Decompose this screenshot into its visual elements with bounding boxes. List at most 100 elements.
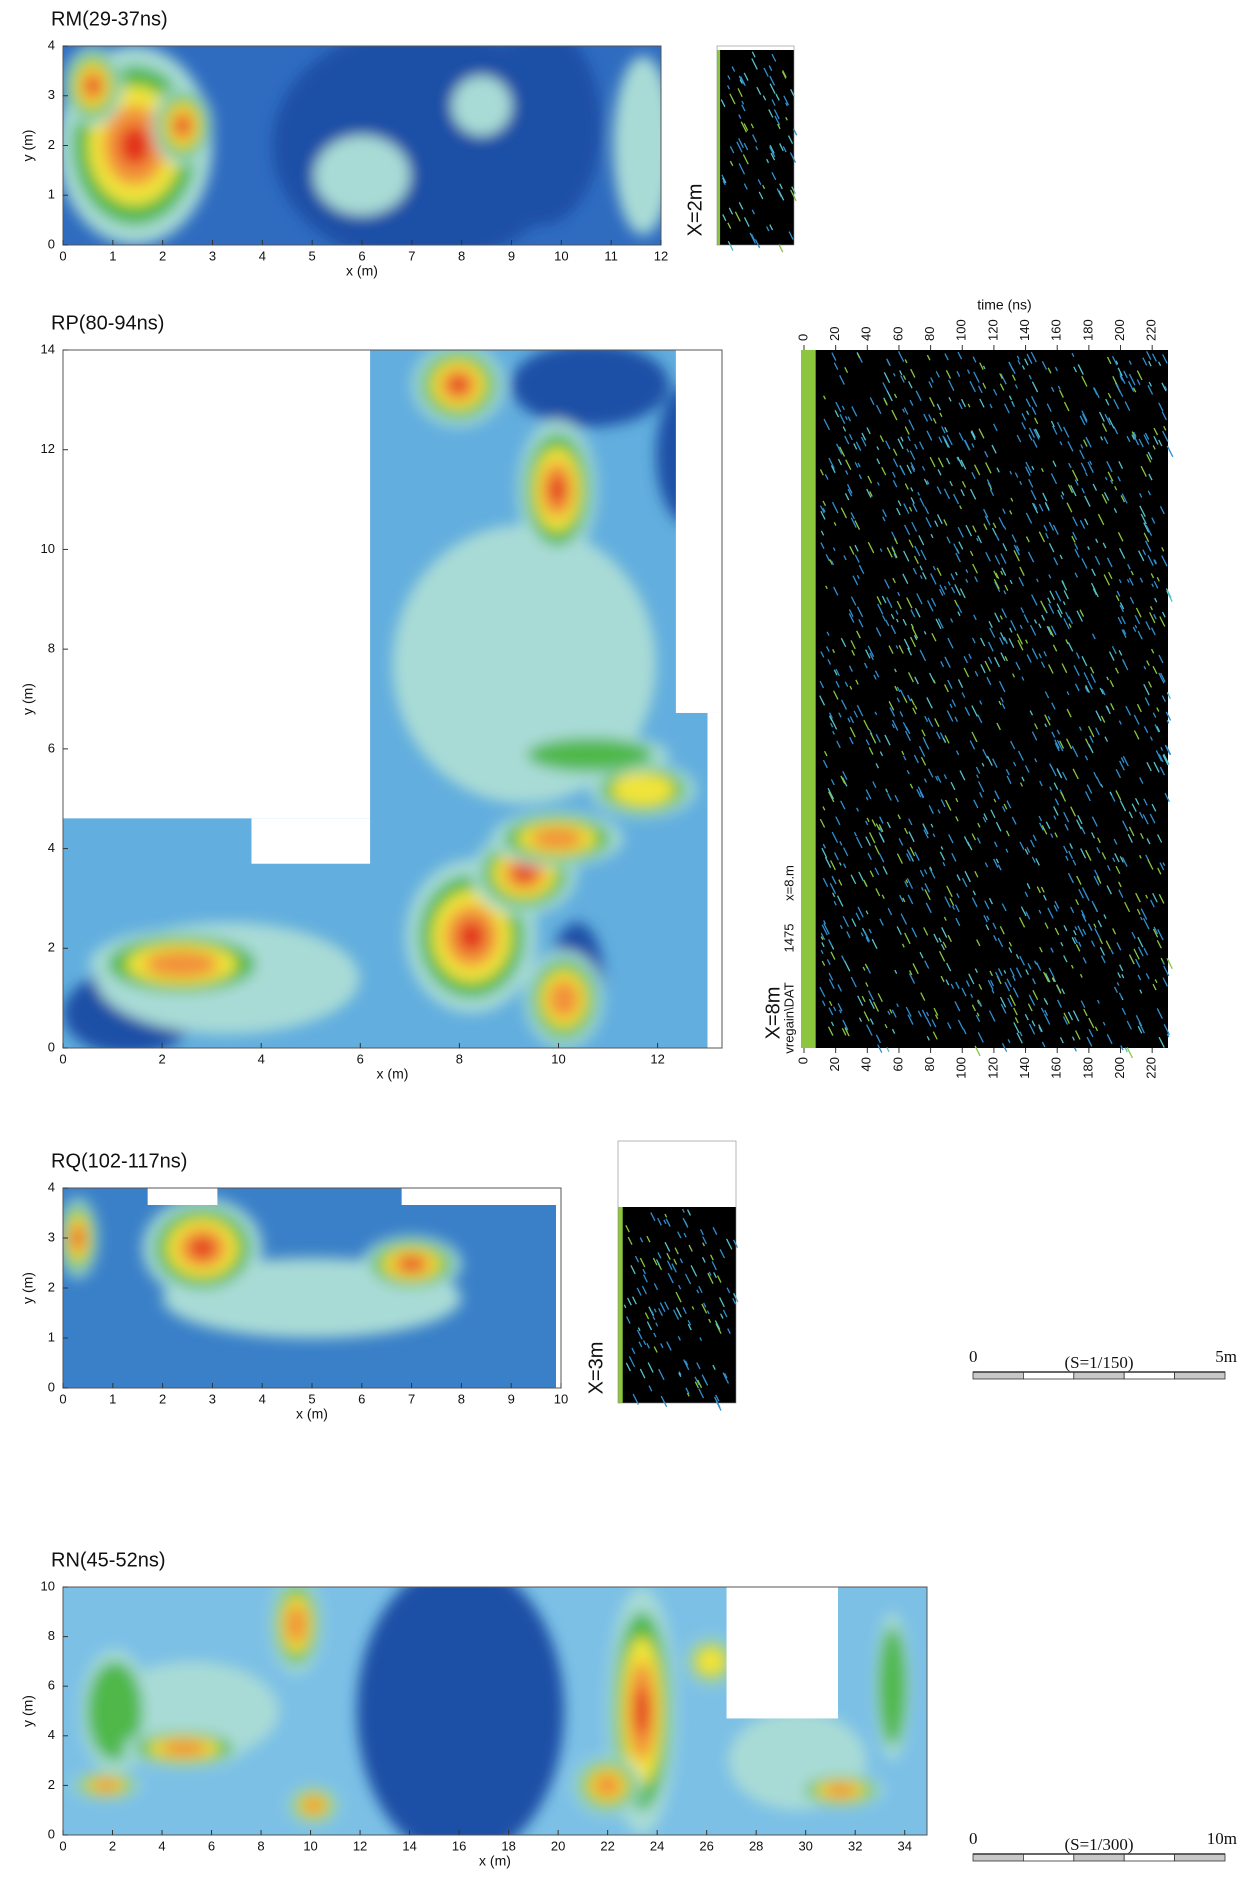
x-tick-label-top: 220 xyxy=(1144,319,1159,341)
x-tick-label-top: 60 xyxy=(890,327,905,341)
x-tick-label: 18 xyxy=(501,1838,515,1853)
scale-segment xyxy=(1023,1854,1073,1861)
x-tick-label-top: 140 xyxy=(1017,319,1032,341)
slice-label: X=2m xyxy=(684,184,706,237)
mild-zone xyxy=(452,76,512,136)
x-tick-label-top: 180 xyxy=(1080,319,1095,341)
x-tick-label: 10 xyxy=(554,1391,568,1406)
x-tick-label-bottom: 220 xyxy=(1144,1057,1159,1079)
x-tick-label-bottom: 120 xyxy=(985,1057,1000,1079)
anomaly xyxy=(635,1686,649,1736)
x-tick-label: 10 xyxy=(303,1838,317,1853)
panel-title: RP(80-94ns) xyxy=(51,312,164,334)
y-tick-label: 6 xyxy=(48,740,55,755)
x-tick-label-bottom: 0 xyxy=(795,1057,810,1064)
y-tick-label: 1 xyxy=(48,187,55,202)
x-tick-label-bottom: 80 xyxy=(922,1057,937,1071)
no-data xyxy=(63,350,370,818)
x-tick-label: 4 xyxy=(259,1391,266,1406)
radargram-panel: 0020204040606080801001001201201401401601… xyxy=(762,297,1172,1079)
x-tick-label: 14 xyxy=(402,1838,416,1853)
scale-segment xyxy=(1124,1854,1174,1861)
x-tick-label: 0 xyxy=(59,1391,66,1406)
x-tick-label: 4 xyxy=(258,1051,265,1066)
y-tick-label: 1 xyxy=(48,1329,55,1344)
scale-bar: 0(S=1/300)10m xyxy=(969,1829,1237,1861)
x-tick-label: 6 xyxy=(208,1838,215,1853)
y-tick-label: 4 xyxy=(48,1179,55,1194)
x-tick-label: 11 xyxy=(604,248,618,263)
heatmap-panel: 01234567891001234x (m)y (m) xyxy=(20,1179,569,1421)
reflection xyxy=(1127,1048,1132,1058)
x-tick-label: 10 xyxy=(554,248,568,263)
anomaly xyxy=(449,377,467,394)
x-tick-label: 1 xyxy=(109,248,116,263)
x-tick-label: 4 xyxy=(259,248,266,263)
no-data xyxy=(708,713,722,1048)
x-tick-label: 2 xyxy=(109,1838,116,1853)
scale-end: 10m xyxy=(1207,1829,1237,1848)
x-tick-label: 28 xyxy=(749,1838,763,1853)
y-tick-label: 0 xyxy=(48,1826,55,1841)
x-tick-label-bottom: 160 xyxy=(1049,1057,1064,1079)
x-tick-label-bottom: 40 xyxy=(859,1057,874,1071)
slice-label: X=3m xyxy=(585,1342,607,1395)
anomaly xyxy=(611,773,674,807)
annotation: 1475 xyxy=(781,924,796,953)
x-tick-label: 3 xyxy=(209,248,216,263)
x-tick-label: 30 xyxy=(798,1838,812,1853)
y-tick-label: 14 xyxy=(41,341,55,356)
x-tick-label: 7 xyxy=(408,248,415,263)
heatmap-panel: 012345678910111201234x (m)y (m) xyxy=(20,26,673,279)
x-tick-label-top: 40 xyxy=(859,327,874,341)
reflection xyxy=(1075,1048,1077,1052)
y-tick-label: 8 xyxy=(48,1628,55,1643)
scale-segment xyxy=(1023,1372,1073,1379)
x-tick-label: 8 xyxy=(458,1391,465,1406)
y-tick-label: 6 xyxy=(48,1678,55,1693)
no-data xyxy=(556,1188,561,1388)
x-tick-label-top: 100 xyxy=(954,319,969,341)
cold-zone xyxy=(357,1562,564,1860)
mild-zone xyxy=(314,136,410,216)
y-axis-label: y (m) xyxy=(20,1695,36,1727)
x-tick-label: 22 xyxy=(600,1838,614,1853)
y-axis-label: y (m) xyxy=(20,130,36,162)
no-data xyxy=(251,818,370,863)
y-tick-label: 0 xyxy=(48,236,55,251)
anomaly xyxy=(593,1773,621,1797)
heatmap-image xyxy=(57,26,673,265)
x-tick-label-top: 200 xyxy=(1112,319,1127,341)
scale-segment xyxy=(973,1372,1023,1379)
x-tick-label: 10 xyxy=(551,1051,565,1066)
y-tick-label: 2 xyxy=(48,940,55,955)
anomaly xyxy=(92,1779,120,1791)
x-tick-label-bottom: 20 xyxy=(827,1057,842,1071)
y-axis-label: y (m) xyxy=(20,683,36,715)
y-tick-label: 0 xyxy=(48,1039,55,1054)
heatmap-image xyxy=(63,1562,927,1860)
x-tick-label: 2 xyxy=(159,248,166,263)
scale-segment xyxy=(1175,1372,1225,1379)
x-tick-label: 0 xyxy=(59,1051,66,1066)
reflection xyxy=(887,1047,889,1051)
radargram-image xyxy=(717,50,794,245)
y-tick-label: 3 xyxy=(48,1229,55,1244)
heatmap-image xyxy=(63,343,722,1055)
scale-segment xyxy=(1175,1854,1225,1861)
anomaly xyxy=(119,126,150,166)
x-axis-label: x (m) xyxy=(296,1406,328,1422)
no-data xyxy=(402,1188,561,1205)
y-tick-label: 4 xyxy=(48,840,55,855)
x-tick-label-bottom: 200 xyxy=(1112,1057,1127,1079)
scale-segment xyxy=(973,1854,1023,1861)
x-tick-label: 0 xyxy=(59,248,66,263)
direct-wave xyxy=(801,350,816,1048)
x-tick-label: 16 xyxy=(452,1838,466,1853)
y-tick-label: 4 xyxy=(48,1727,55,1742)
scale-start: 0 xyxy=(969,1347,978,1366)
y-tick-label: 4 xyxy=(48,37,55,52)
scale-label: (S=1/300) xyxy=(1064,1835,1133,1854)
y-tick-label: 2 xyxy=(48,1777,55,1792)
no-data xyxy=(676,350,722,713)
